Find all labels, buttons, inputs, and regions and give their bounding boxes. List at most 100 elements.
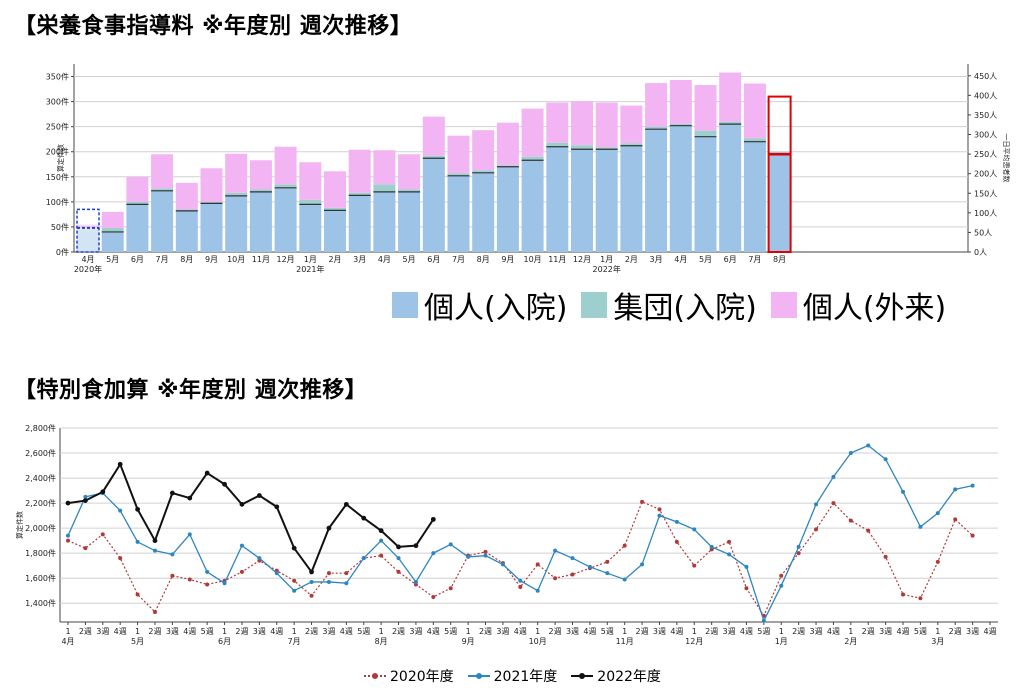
series-2021-line bbox=[67, 444, 973, 623]
series-2022-point bbox=[361, 515, 367, 521]
bar-group-in bbox=[175, 209, 198, 211]
bar-group-in bbox=[472, 170, 495, 173]
series-2020-point bbox=[901, 592, 906, 597]
x-tick-label: 10月 bbox=[227, 255, 245, 264]
series-2021-point bbox=[239, 543, 244, 548]
bar-indiv-in bbox=[571, 149, 593, 252]
series-2021-point bbox=[587, 564, 592, 569]
legend-item-2020[interactable]: 2020年度 bbox=[364, 666, 454, 686]
legend-marker bbox=[364, 671, 386, 681]
x-tick-label: 4週 bbox=[514, 627, 527, 636]
bar-indiv-out bbox=[225, 153, 248, 193]
series-2022-point bbox=[256, 493, 262, 498]
x-tick-label: 4週 bbox=[427, 627, 440, 636]
x-tick-label: 2週 bbox=[235, 627, 248, 636]
series-2021-point bbox=[744, 564, 749, 569]
bar-group-in bbox=[225, 192, 248, 196]
x-tick-label: 10月 bbox=[524, 255, 542, 264]
bar-indiv-out bbox=[398, 154, 421, 190]
series-2021-point bbox=[222, 581, 227, 586]
series-2020-point bbox=[239, 569, 244, 574]
highlight-first-bar bbox=[76, 208, 100, 253]
month-label: 3月 bbox=[931, 637, 944, 646]
series-2021-point bbox=[309, 579, 314, 584]
bar-group-in bbox=[521, 156, 544, 161]
series-2020-point bbox=[118, 556, 123, 561]
series-2021-point bbox=[135, 539, 140, 544]
series-2020-point bbox=[83, 546, 88, 551]
bar-group-in bbox=[546, 142, 569, 147]
bar-group-in bbox=[77, 229, 99, 232]
x-tick-label: 4週 bbox=[827, 627, 840, 636]
series-2020-point bbox=[152, 609, 157, 614]
series-2021-point bbox=[727, 552, 732, 557]
bar-indiv-in bbox=[348, 195, 371, 252]
series-2021-point bbox=[483, 553, 488, 558]
month-label: 7月 bbox=[288, 637, 301, 646]
series-2020-point bbox=[518, 584, 523, 589]
bar-indiv-in bbox=[373, 191, 396, 252]
series-2020-point bbox=[640, 499, 645, 504]
legend-item-group-in[interactable]: 集団(入院) bbox=[581, 283, 757, 327]
series-2020-point bbox=[692, 563, 697, 568]
series-2021-point bbox=[448, 542, 453, 547]
bar-group-in bbox=[669, 123, 692, 126]
series-2022-point bbox=[274, 504, 280, 510]
series-2021-point bbox=[709, 544, 714, 549]
series-2021-point bbox=[274, 571, 279, 576]
x-tick-label: 5週 bbox=[201, 627, 214, 636]
legend-item-2021[interactable]: 2021年度 bbox=[467, 666, 557, 686]
x-tick-label: 1 bbox=[135, 627, 140, 636]
bar-indiv-out bbox=[694, 85, 717, 131]
legend-item-2022[interactable]: 2022年度 bbox=[571, 666, 661, 686]
chart1-title: 【栄養食事指導料 ※年度別 週次推移】 bbox=[14, 14, 413, 39]
bar-indiv-out bbox=[620, 105, 643, 144]
legend-item-indiv-out[interactable]: 個人(外来) bbox=[770, 283, 946, 327]
series-2021-point bbox=[692, 527, 697, 532]
series-2021-point bbox=[466, 554, 471, 559]
bar-indiv-in bbox=[77, 231, 99, 252]
bar-indiv-out bbox=[422, 116, 445, 156]
bar-group-in bbox=[694, 130, 717, 137]
y-axis-title: 算定件数 bbox=[56, 144, 65, 172]
x-tick-label: 2週 bbox=[949, 627, 962, 636]
bar-indiv-out bbox=[669, 80, 692, 124]
bar-group-in bbox=[151, 188, 174, 191]
y2-tick-label: 350人 bbox=[974, 111, 997, 120]
series-2020-point bbox=[657, 507, 662, 512]
x-tick-label: 3週 bbox=[566, 627, 579, 636]
x-tick-label: 3週 bbox=[879, 627, 892, 636]
legend-item-indiv-in[interactable]: 個人(入院) bbox=[392, 283, 567, 327]
series-2021-point bbox=[953, 487, 958, 492]
series-2022-point bbox=[396, 544, 401, 550]
x-tick-label: 2週 bbox=[79, 627, 92, 636]
x-tick-label: 3週 bbox=[966, 627, 979, 636]
bar-indiv-out bbox=[595, 102, 618, 148]
series-2021-point bbox=[152, 548, 157, 553]
x-tick-label: 5月 bbox=[106, 255, 119, 264]
x-tick-label: 12月 bbox=[573, 255, 591, 264]
x-tick-label: 3週 bbox=[253, 627, 266, 636]
series-2022-point bbox=[343, 501, 349, 507]
series-2021-point bbox=[396, 556, 401, 561]
legend-label: 2020年度 bbox=[390, 669, 454, 685]
bar-group-in bbox=[373, 184, 396, 192]
bar-indiv-in bbox=[472, 172, 495, 252]
bar-group-in bbox=[496, 165, 519, 167]
series-2020-point bbox=[796, 551, 801, 556]
series-2020-point bbox=[205, 582, 210, 587]
x-tick-label: 1 bbox=[535, 627, 540, 636]
x-tick-label: 9月 bbox=[501, 255, 514, 264]
bar-indiv-in bbox=[274, 187, 297, 252]
x-tick-label: 6月 bbox=[724, 255, 737, 264]
bar-group-in bbox=[571, 145, 593, 150]
x-tick-label: 2週 bbox=[792, 627, 805, 636]
series-2021-point bbox=[118, 508, 123, 513]
legend-label: 集団(入院) bbox=[613, 291, 757, 326]
bar-group-in bbox=[645, 126, 668, 130]
x-tick-label: 3週 bbox=[322, 627, 335, 636]
series-2022-point bbox=[65, 500, 71, 506]
x-tick-label: 5週 bbox=[444, 627, 457, 636]
x-tick-label: 5月 bbox=[699, 255, 712, 264]
